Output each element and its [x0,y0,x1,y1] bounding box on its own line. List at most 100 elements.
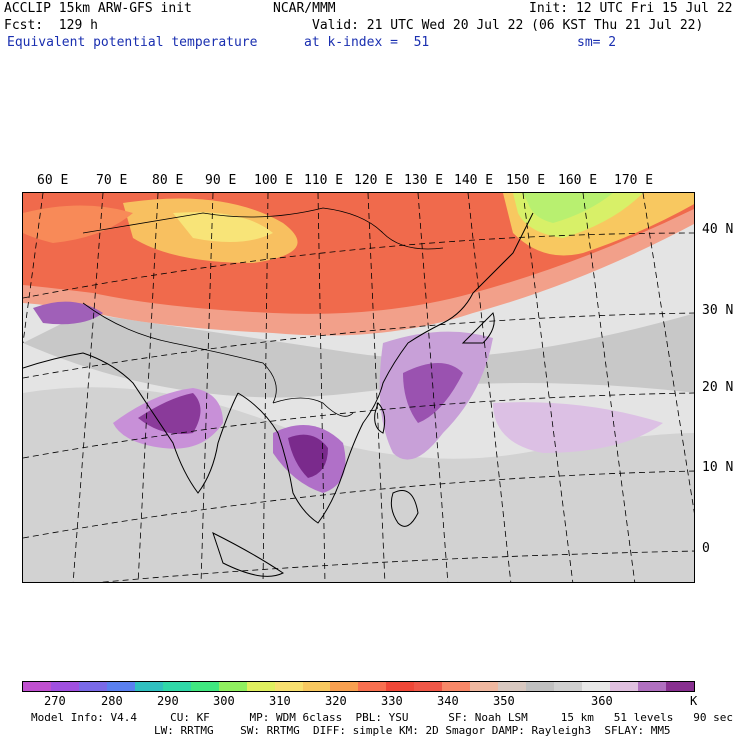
colorbar-swatch [50,682,79,691]
colorbar-swatch [218,682,247,691]
colorbar [22,681,695,692]
mongolia-border [82,207,444,250]
field-name: Equivalent potential temperature [7,35,258,50]
west-warm [23,205,133,243]
india-coast [23,352,239,494]
lon-120 [367,193,386,582]
lat-40 [23,232,694,299]
colorbar-label: 350 [493,694,515,708]
colorbar-swatch [134,682,163,691]
graticule [23,193,694,582]
lat-label: 0 [702,541,710,556]
lon-label: 140 E [454,173,494,188]
colorbar-unit: K [690,694,698,708]
colorbar-swatch [637,682,666,691]
lat-label: 30 N [702,303,734,318]
lat-label: 40 N [702,222,734,237]
lon-80 [137,193,159,582]
lon-140 [467,193,512,582]
lon-label: 160 E [558,173,598,188]
map-svg [23,193,694,582]
colorbar-label: 330 [381,694,403,708]
colorbar-label: 360 [591,694,613,708]
colorbar-swatch [358,682,387,691]
lon-label: 120 E [354,173,394,188]
model-info-line2: LW: RRTMG SW: RRTMG DIFF: simple KM: 2D … [154,724,671,737]
lon-110 [317,193,326,582]
se-asia-coast [237,322,444,524]
lat-0 [100,550,694,582]
colorbar-label: 320 [325,694,347,708]
colorbar-label: 340 [437,694,459,708]
pakistan-patch [33,301,103,325]
colorbar-swatch [526,682,555,691]
colorbar-swatch [23,682,51,691]
lon-label: 80 E [152,173,184,188]
colorbar-label: 300 [213,694,235,708]
warm-core-inner [173,212,273,242]
map-panel [22,192,695,583]
smoothing: sm= 2 [577,35,617,50]
lon-label: 90 E [205,173,237,188]
lon-150 [522,193,574,582]
colorbar-swatch [414,682,443,691]
lat-10 [23,470,694,539]
lon-70 [72,193,104,582]
lat-20 [23,392,694,459]
colorbar-swatch [78,682,107,691]
lon-label: 70 E [96,173,128,188]
lon-130 [417,193,449,582]
himalaya-border [82,302,277,404]
lon-90 [200,193,214,582]
lat-label: 20 N [702,380,734,395]
taiwan [374,402,386,434]
valid-time: Valid: 21 UTC Wed 20 Jul 22 (06 KST Thu … [312,18,704,33]
colorbar-swatch [442,682,471,691]
colorbar-swatch [498,682,527,691]
lon-100 [262,193,269,582]
philippines [390,490,419,527]
colorbar-swatch [386,682,415,691]
lon-170 [642,193,694,514]
lon-label: 130 E [404,173,444,188]
china-se-border [272,397,354,417]
japan [461,312,495,344]
colorbar-swatch [470,682,499,691]
lat-30 [23,312,694,379]
colorbar-swatch [246,682,275,691]
subtropical-field [23,313,694,398]
colorbar-label: 270 [44,694,66,708]
pacific-light-band [493,402,663,453]
colorbar-swatch [302,682,331,691]
borders [82,207,444,417]
lon-60 [23,193,44,344]
forecast-hour: Fcst: 129 h [4,18,98,33]
sumatra [212,532,284,577]
lon-label: 110 E [304,173,344,188]
lat-label: 10 N [702,460,734,475]
colorbar-label: 310 [269,694,291,708]
bay-of-bengal-core [138,393,201,434]
colorbar-swatch [190,682,219,691]
colorbar-swatch [665,682,694,691]
colorbar-label: 280 [101,694,123,708]
colorbar-swatch [162,682,191,691]
ne-cool-core [523,193,613,223]
colorbar-swatch [582,682,611,691]
indochina-core [288,434,328,478]
colorbar-swatch [610,682,638,691]
lon-label: 170 E [614,173,654,188]
lon-label: 60 E [37,173,69,188]
east-asia-coast [442,212,534,324]
lon-160 [582,193,636,582]
model-info-line1: Model Info: V4.4 CU: KF MP: WDM 6class P… [31,711,733,724]
lon-label: 150 E [506,173,546,188]
level-index: at k-index = 51 [304,35,430,50]
init-time: Init: 12 UTC Fri 15 Jul 22 [529,1,733,16]
colorbar-label: 290 [157,694,179,708]
colorbar-swatch [274,682,303,691]
model-title: ACCLIP 15km ARW-GFS init [4,1,192,16]
colorbar-swatch [106,682,135,691]
colorbar-swatch [330,682,359,691]
